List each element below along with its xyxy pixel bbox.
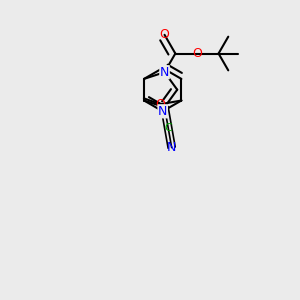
Text: N: N bbox=[160, 66, 169, 79]
Text: O: O bbox=[192, 47, 202, 60]
Text: N: N bbox=[158, 105, 167, 118]
Text: C: C bbox=[164, 123, 172, 134]
Text: O: O bbox=[155, 98, 165, 111]
Text: O: O bbox=[160, 28, 170, 41]
Text: N: N bbox=[167, 141, 176, 154]
